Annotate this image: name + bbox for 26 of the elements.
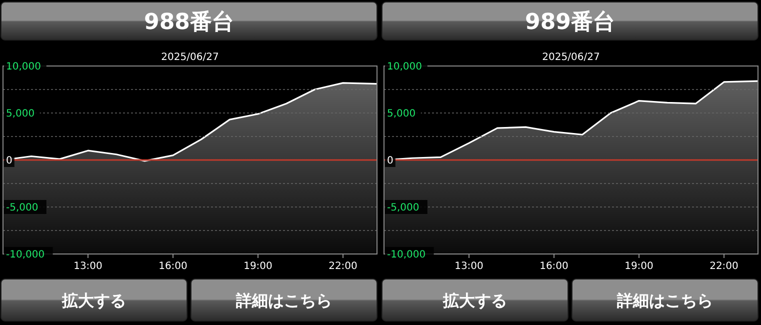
- chart-title: 989番台: [525, 10, 615, 35]
- x-tick-label: 19:00: [244, 261, 272, 272]
- x-tick-label: 13:00: [74, 261, 102, 272]
- y-tick-label: 0: [6, 156, 12, 166]
- y-tick-label: 5,000: [387, 108, 416, 120]
- chart-title: 988番台: [144, 10, 234, 35]
- text: 詳細はこちら: [235, 290, 332, 310]
- text: 拡大する: [61, 290, 126, 310]
- chart-subtitle: 2025/06/27: [161, 52, 219, 63]
- y-tick-label: 0: [387, 156, 394, 166]
- y-tick-label: -5,000: [6, 202, 38, 214]
- text: 拡大する: [442, 290, 507, 310]
- x-tick-label: 13:00: [454, 261, 484, 272]
- y-tick-label: -5,000: [387, 202, 420, 214]
- y-tick-label: 10,000: [387, 62, 422, 72]
- y-tick-label: 5,000: [6, 108, 35, 120]
- x-tick-label: 16:00: [540, 261, 568, 272]
- text: 詳細はこちら: [616, 290, 713, 310]
- x-tick-label: 22:00: [710, 261, 738, 272]
- x-tick-label: 22:00: [328, 261, 358, 272]
- chart-subtitle: 2025/06/27: [542, 52, 600, 63]
- x-tick-label: 19:00: [624, 261, 654, 272]
- x-tick-label: 16:00: [158, 261, 188, 272]
- y-tick-label: 10,000: [6, 62, 41, 72]
- y-tick-label: -10,000: [6, 250, 45, 260]
- y-tick-label: -10,000: [387, 250, 426, 260]
